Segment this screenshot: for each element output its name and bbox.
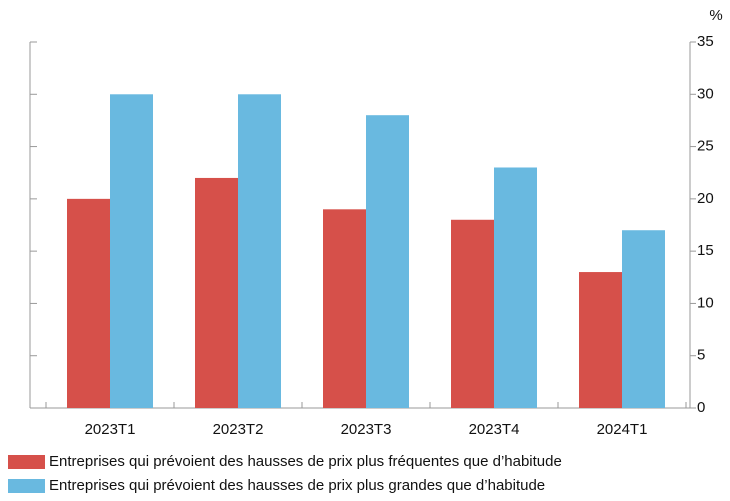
bar [494, 167, 537, 408]
x-tick-label: 2023T1 [85, 421, 136, 438]
legend-label: Entreprises qui prévoient des hausses de… [49, 453, 562, 470]
bar [323, 209, 366, 408]
bar [579, 272, 622, 408]
x-tick-label: 2023T3 [341, 421, 392, 438]
bar [451, 219, 494, 408]
x-tick-label: 2024T1 [597, 421, 648, 438]
x-tick-label: 2023T4 [469, 421, 520, 438]
y-tick-label: 25 [697, 138, 714, 155]
bar [67, 198, 110, 408]
legend-label: Entreprises qui prévoient des hausses de… [49, 477, 545, 494]
bar [110, 94, 153, 409]
legend-swatch [8, 479, 45, 493]
y-unit-label: % [709, 7, 722, 24]
legend-swatch [8, 455, 45, 469]
bar [195, 177, 238, 408]
bar [238, 94, 281, 409]
y-tick-label: 35 [697, 33, 714, 50]
bar [622, 230, 665, 408]
y-tick-label: 0 [697, 399, 705, 416]
x-tick-label: 2023T2 [213, 421, 264, 438]
y-tick-label: 15 [697, 242, 714, 259]
y-tick-label: 10 [697, 294, 714, 311]
y-tick-label: 5 [697, 347, 705, 364]
y-tick-label: 20 [697, 190, 714, 207]
y-tick-label: 30 [697, 85, 714, 102]
bar [366, 115, 409, 408]
